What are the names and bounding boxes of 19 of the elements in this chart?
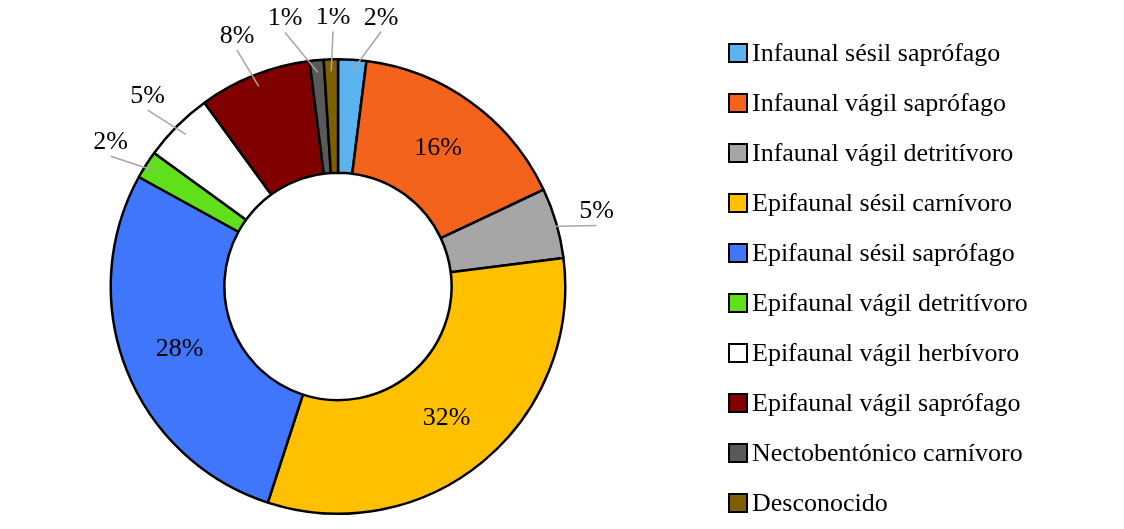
data-label: 32%	[422, 401, 471, 431]
data-label: 2%	[93, 126, 128, 156]
data-label: 1%	[267, 2, 303, 32]
legend-label: Infaunal vágil detritívoro	[752, 138, 1014, 168]
legend-label: Epifaunal vágil detritívoro	[752, 288, 1028, 318]
data-label: 5%	[130, 79, 165, 109]
legend-label: Infaunal vágil saprófago	[752, 88, 1007, 118]
legend-label: Nectobentónico carnívoro	[752, 438, 1023, 468]
legend-label: Desconocido	[752, 488, 888, 518]
data-label: 2%	[363, 1, 399, 31]
legend-label: Epifaunal sésil carnívoro	[752, 188, 1012, 218]
data-label: 5%	[579, 195, 614, 225]
legend-label: Epifaunal sésil saprófago	[752, 238, 1015, 268]
legend-label: Epifaunal vágil saprófago	[752, 388, 1021, 418]
data-label: 8%	[219, 19, 255, 49]
legend-label: Epifaunal vágil herbívoro	[752, 338, 1020, 368]
data-label: 28%	[155, 333, 204, 363]
legend-label: Infaunal sésil saprófago	[752, 38, 1001, 68]
data-label: 16%	[414, 132, 463, 162]
